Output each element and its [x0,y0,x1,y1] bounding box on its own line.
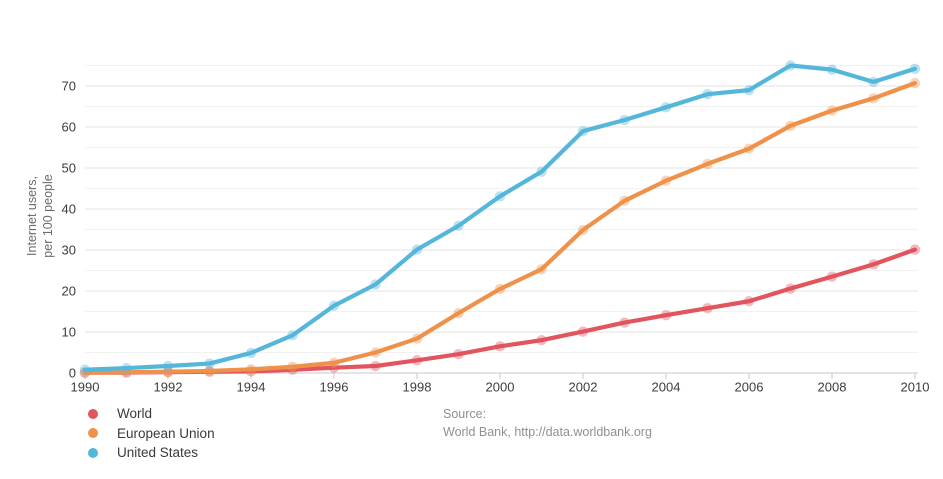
data-point-united-states [162,360,174,372]
data-point-united-states [785,60,796,71]
data-point-world [370,360,381,372]
data-point-european-union [245,364,257,375]
data-point-european-union [660,175,672,186]
data-point-united-states [328,300,340,311]
data-point-world [743,296,755,307]
x-tick-label: 1994 [237,380,266,395]
data-point-world [453,348,464,360]
y-tick-label: 0 [69,366,76,381]
data-point-european-union [826,105,838,116]
series-line-united-states [82,63,918,372]
data-point-world [826,271,838,282]
data-point-world [785,283,796,294]
x-tick-label: 1998 [403,380,432,395]
y-axis-title: Internet users, per 100 people [24,174,56,257]
data-point-european-union [702,158,713,170]
y-tick-label: 20 [62,284,76,299]
data-point-european-union [743,143,755,154]
y-axis-title-line2: per 100 people [41,174,55,258]
data-point-european-union [370,347,381,358]
y-tick-label: 30 [62,243,76,258]
source-note: Source: World Bank, http://data.worldban… [443,405,652,441]
data-point-world [619,317,630,328]
data-point-european-union [536,264,547,275]
data-point-united-states [702,89,713,100]
x-tick-label: 2004 [652,380,681,395]
legend-item-european-union: European Union [88,424,215,444]
data-point-world [909,244,921,255]
data-point-european-union [328,357,340,368]
data-point-world [494,341,506,352]
data-point-world [536,335,547,346]
y-tick-label: 50 [62,161,76,176]
series-line-european-union [82,81,918,375]
source-note-line2: World Bank, http://data.worldbank.org [443,425,652,439]
legend-item-united-states: United States [88,443,215,463]
data-point-united-states [204,358,215,369]
data-point-world [411,355,423,366]
x-tick-label: 2006 [735,380,764,395]
data-point-united-states [619,114,630,126]
data-point-united-states [287,330,298,341]
data-point-united-states [536,166,547,177]
data-point-united-states [743,84,755,96]
y-tick-label: 60 [62,120,76,135]
data-point-world [868,259,879,270]
data-point-european-union [909,77,921,89]
data-point-united-states [494,191,506,202]
data-point-european-union [785,120,796,131]
data-point-united-states [370,279,381,290]
x-tick-label: 1990 [71,380,100,395]
y-tick-label: 70 [62,79,76,94]
x-tick-label: 2002 [569,380,598,395]
data-point-world [660,309,672,321]
data-point-european-union [287,361,298,373]
data-point-european-union [453,307,464,319]
legend-marker-european-union-icon [88,428,98,439]
data-point-european-union [577,224,589,236]
data-point-united-states [453,220,464,232]
y-axis-title-line1: Internet users, [25,176,39,256]
data-point-european-union [411,333,423,344]
x-tick-label: 2000 [486,380,515,395]
data-point-united-states [826,64,838,75]
data-point-european-union [494,283,506,295]
data-point-european-union [619,195,630,206]
data-point-united-states [245,347,257,359]
data-point-european-union [162,366,174,377]
data-point-united-states [577,125,589,137]
data-point-united-states [79,364,91,375]
data-point-european-union [868,93,879,104]
y-tick-label: 40 [62,202,76,217]
data-point-world [577,326,589,337]
legend-item-world: World [88,404,215,424]
source-note-line1: Source: [443,407,487,421]
data-point-united-states [660,102,672,113]
data-point-united-states [411,244,423,255]
data-point-world [702,303,713,314]
legend-marker-united-states-icon [88,447,98,458]
legend-label-european-union: European Union [117,425,215,441]
data-point-united-states [868,76,879,88]
legend-label-united-states: United States [117,445,199,461]
x-tick-label: 2008 [818,380,847,395]
y-tick-label: 10 [62,325,76,340]
legend-marker-world-icon [88,408,98,419]
legend: World European Union United States [88,404,215,463]
x-tick-label: 2010 [901,380,930,395]
legend-label-world: World [117,406,153,422]
data-point-united-states [909,63,921,74]
x-tick-label: 1996 [320,380,349,395]
data-point-united-states [121,362,132,374]
x-tick-label: 1992 [154,380,183,395]
data-point-european-union [204,365,215,377]
